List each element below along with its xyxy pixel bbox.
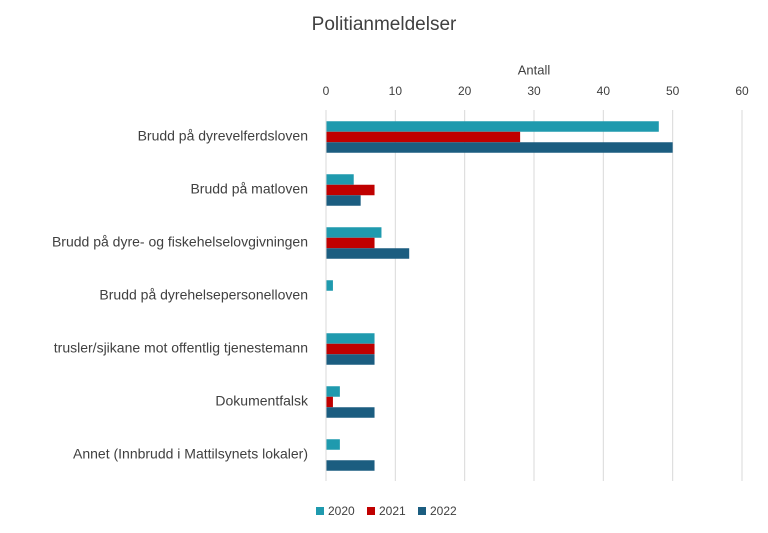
bar bbox=[326, 460, 375, 471]
y-tick-label: Brudd på matloven bbox=[190, 181, 308, 197]
x-tick-label: 30 bbox=[527, 84, 541, 98]
x-tick-label: 40 bbox=[597, 84, 611, 98]
y-tick-label: Annet (Innbrudd i Mattilsynets lokaler) bbox=[73, 446, 308, 462]
x-tick-label: 10 bbox=[389, 84, 403, 98]
bar bbox=[326, 333, 375, 344]
legend-label: 2020 bbox=[328, 504, 355, 518]
bar bbox=[326, 195, 361, 206]
axis-title: Antall bbox=[518, 62, 551, 77]
bar bbox=[326, 237, 375, 249]
y-tick-label: Dokumentfalsk bbox=[215, 393, 309, 409]
bar bbox=[326, 407, 375, 418]
legend-swatch bbox=[316, 507, 324, 515]
x-tick-label: 60 bbox=[735, 84, 749, 98]
bar bbox=[326, 142, 673, 153]
bar bbox=[326, 184, 375, 196]
legend-swatch bbox=[418, 507, 426, 515]
legend-label: 2021 bbox=[379, 504, 406, 518]
x-tick-label: 50 bbox=[666, 84, 680, 98]
chart-title: Politianmeldelser bbox=[312, 14, 457, 35]
bar bbox=[326, 227, 382, 238]
bar bbox=[326, 343, 375, 355]
bar bbox=[326, 386, 340, 397]
y-tick-label: Brudd på dyrehelsepersonelloven bbox=[99, 287, 308, 303]
bar bbox=[326, 280, 333, 291]
x-tick-label: 0 bbox=[323, 84, 330, 98]
bar bbox=[326, 174, 354, 185]
bar bbox=[326, 439, 340, 450]
legend-label: 2022 bbox=[430, 504, 457, 518]
bar bbox=[326, 354, 375, 365]
bar bbox=[326, 131, 521, 143]
x-tick-label: 20 bbox=[458, 84, 472, 98]
bar bbox=[326, 248, 410, 259]
y-tick-label: Brudd på dyre- og fiskehelselovgivningen bbox=[52, 234, 308, 250]
y-tick-label: trusler/sjikane mot offentlig tjenestema… bbox=[54, 340, 308, 356]
legend-swatch bbox=[367, 507, 375, 515]
bar bbox=[326, 121, 659, 132]
y-tick-label: Brudd på dyrevelferdsloven bbox=[138, 128, 308, 144]
bar bbox=[326, 396, 333, 408]
